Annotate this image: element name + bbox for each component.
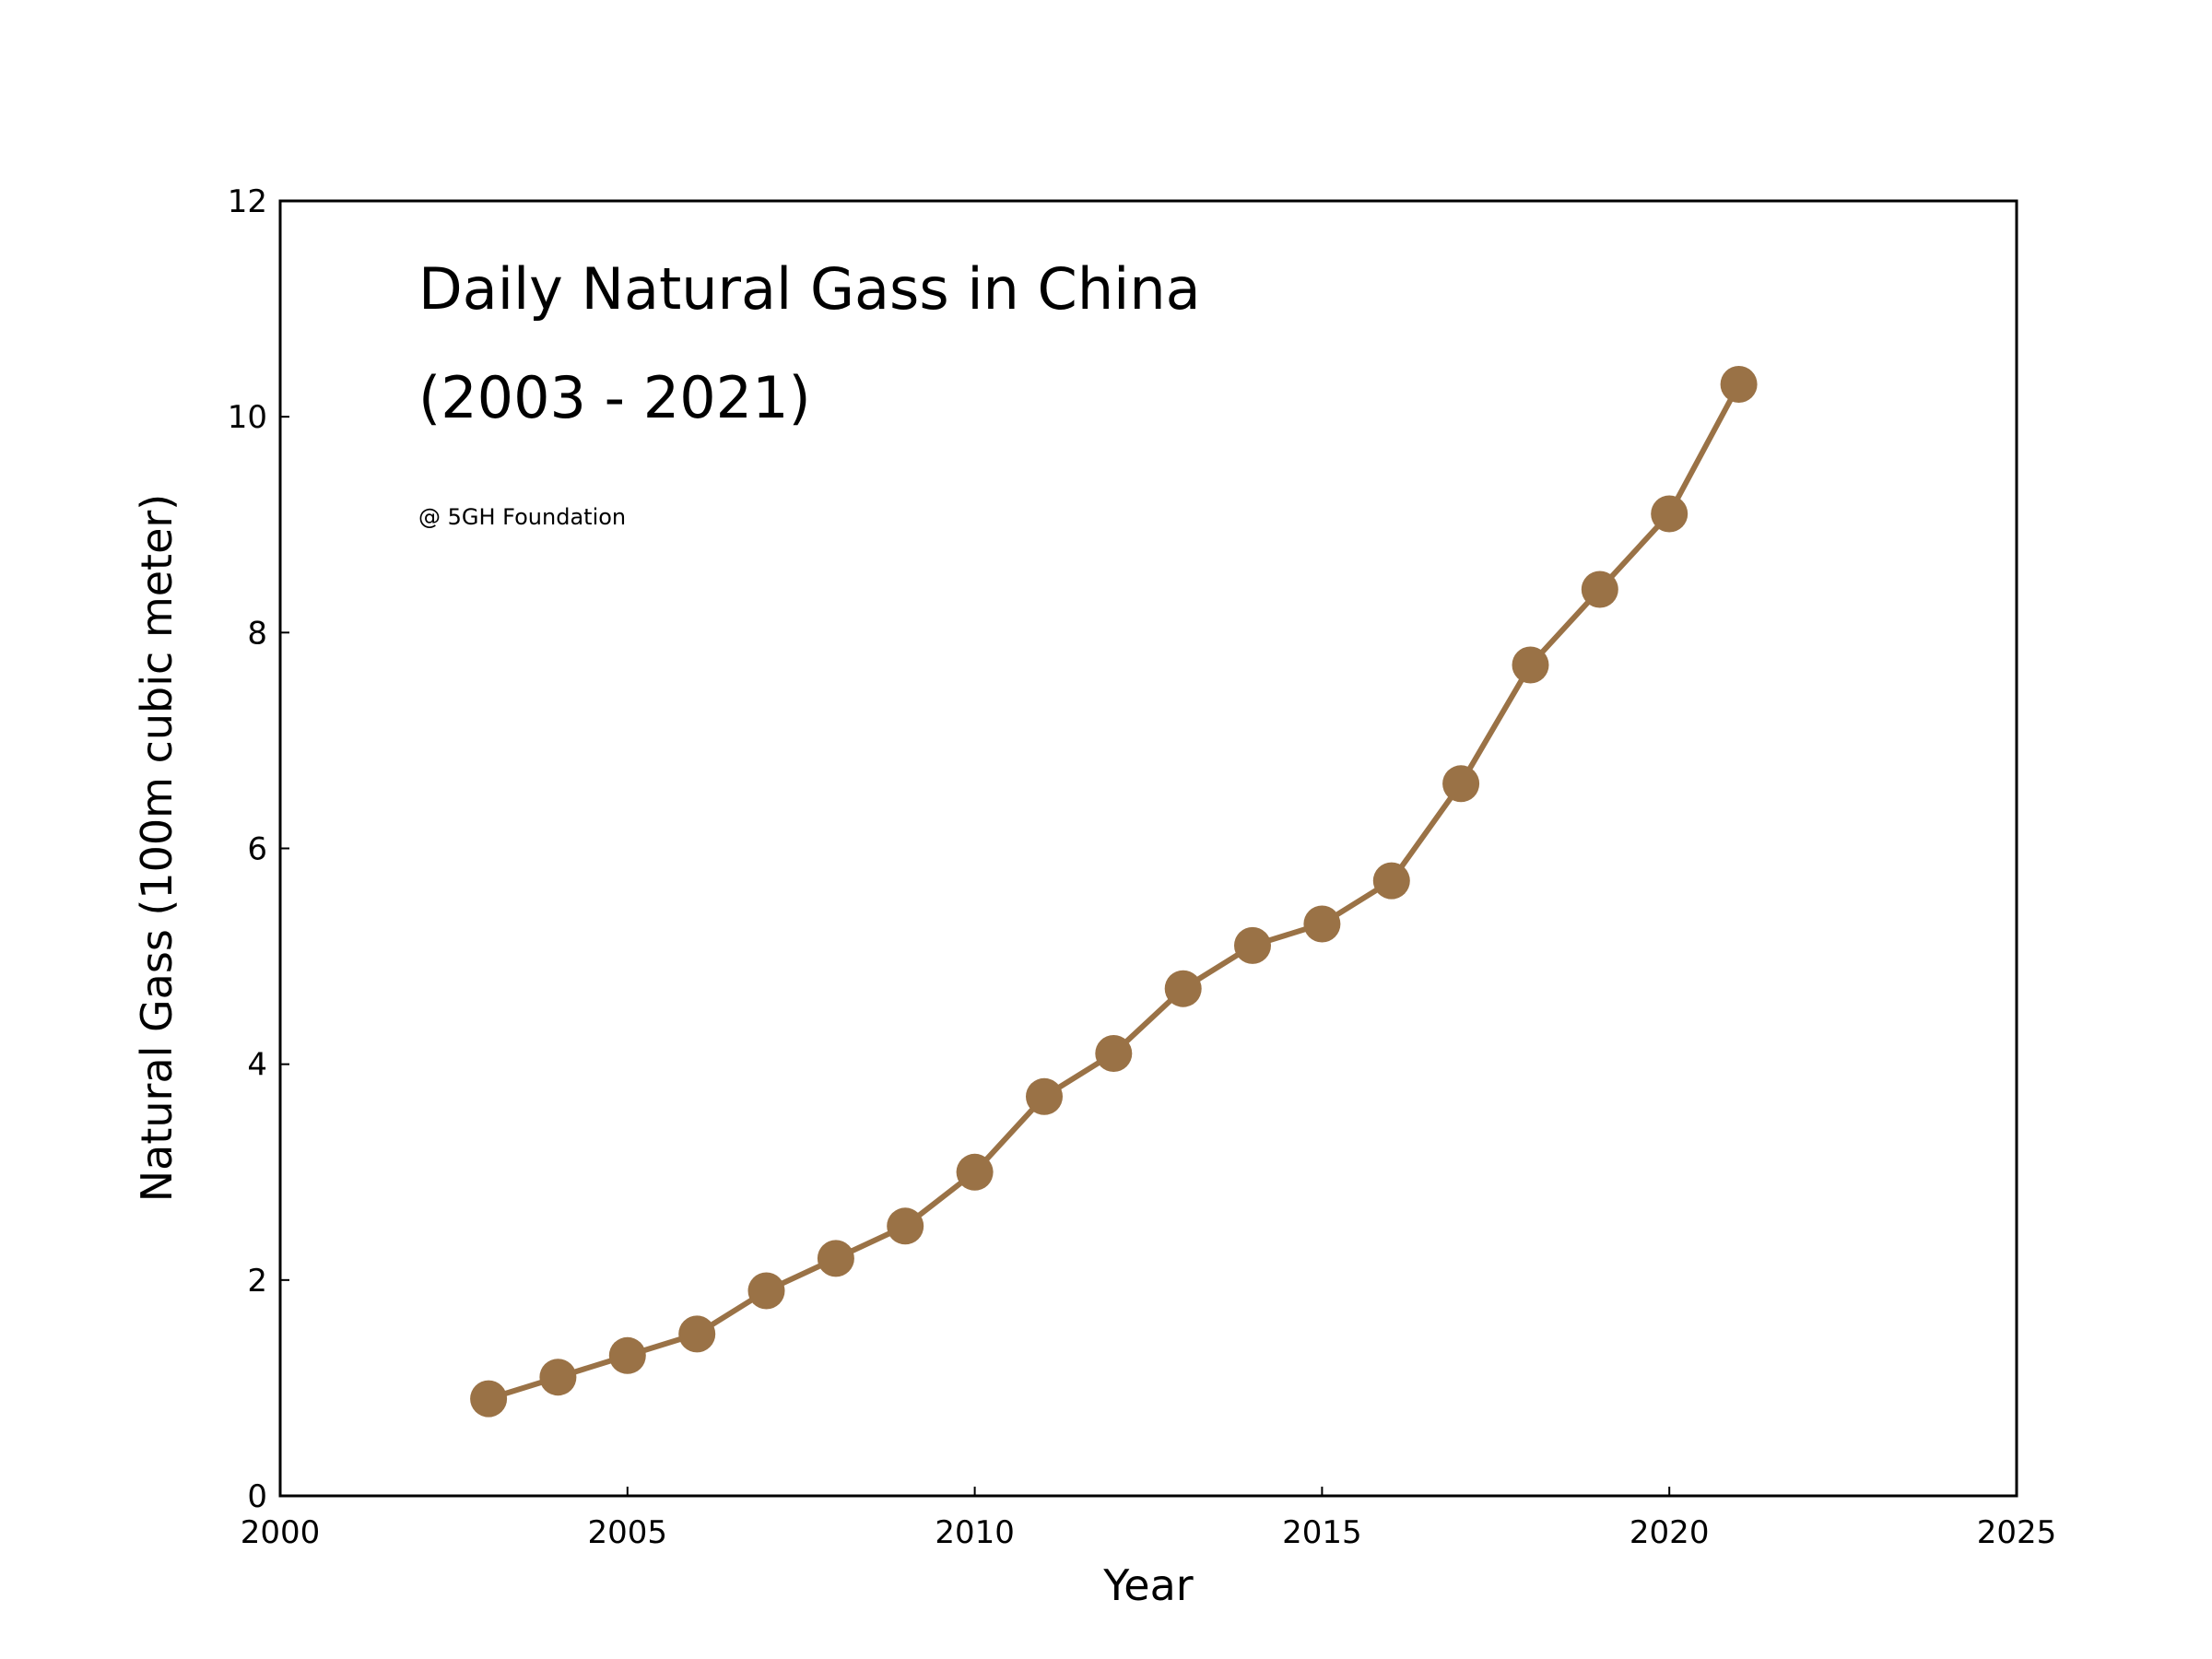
series-line	[488, 382, 1742, 1402]
y-tick-label: 2	[247, 1263, 267, 1300]
data-point-marker	[470, 1380, 508, 1418]
data-point-marker	[1164, 970, 1202, 1007]
data-point-marker	[678, 1315, 716, 1353]
x-tick-label: 2005	[588, 1514, 668, 1551]
x-tick-label: 2015	[1282, 1514, 1362, 1551]
data-point-marker	[1581, 571, 1618, 608]
y-tick-label: 10	[228, 399, 267, 436]
series-layer	[470, 366, 1758, 1418]
plot-area-frame	[278, 199, 2018, 1498]
y-tick-label: 8	[247, 615, 267, 652]
axis-ticks: 2000 2005 2010 2015 2020 2025 0 2 4 6 8 10 12	[228, 183, 2057, 1551]
data-point-marker	[956, 1153, 994, 1191]
data-point-marker	[1442, 765, 1480, 803]
y-axis-label: Natural Gass (100m cubic meter)	[132, 494, 182, 1203]
data-point-marker	[1095, 1035, 1133, 1072]
y-tick-label: 0	[247, 1478, 267, 1515]
data-point-marker	[1303, 905, 1341, 943]
chart-title: Daily Natural Gass in China	[418, 255, 1201, 323]
y-tick-label: 12	[228, 183, 267, 220]
x-tick-label: 2010	[935, 1514, 1015, 1551]
x-axis-label: Year	[1102, 1560, 1193, 1610]
y-tick-label: 4	[247, 1047, 267, 1084]
data-point-marker	[1026, 1077, 1063, 1115]
y-tick-label: 6	[247, 831, 267, 868]
data-point-marker	[1651, 495, 1688, 533]
data-point-marker	[1720, 366, 1758, 403]
data-point-marker	[608, 1336, 646, 1374]
data-point-marker	[539, 1359, 577, 1396]
data-point-marker	[1512, 646, 1549, 684]
chart-credit-annotation: @ 5GH Foundation	[418, 504, 626, 530]
data-point-marker	[1372, 862, 1410, 900]
data-point-marker	[887, 1207, 924, 1245]
data-point-marker	[1234, 926, 1271, 964]
chart-subtitle: (2003 - 2021)	[418, 364, 811, 431]
x-tick-label: 2025	[1977, 1514, 2057, 1551]
x-tick-label: 2020	[1630, 1514, 1710, 1551]
x-tick-label: 2000	[241, 1514, 321, 1551]
data-point-marker	[817, 1240, 854, 1277]
data-point-marker	[747, 1272, 785, 1310]
